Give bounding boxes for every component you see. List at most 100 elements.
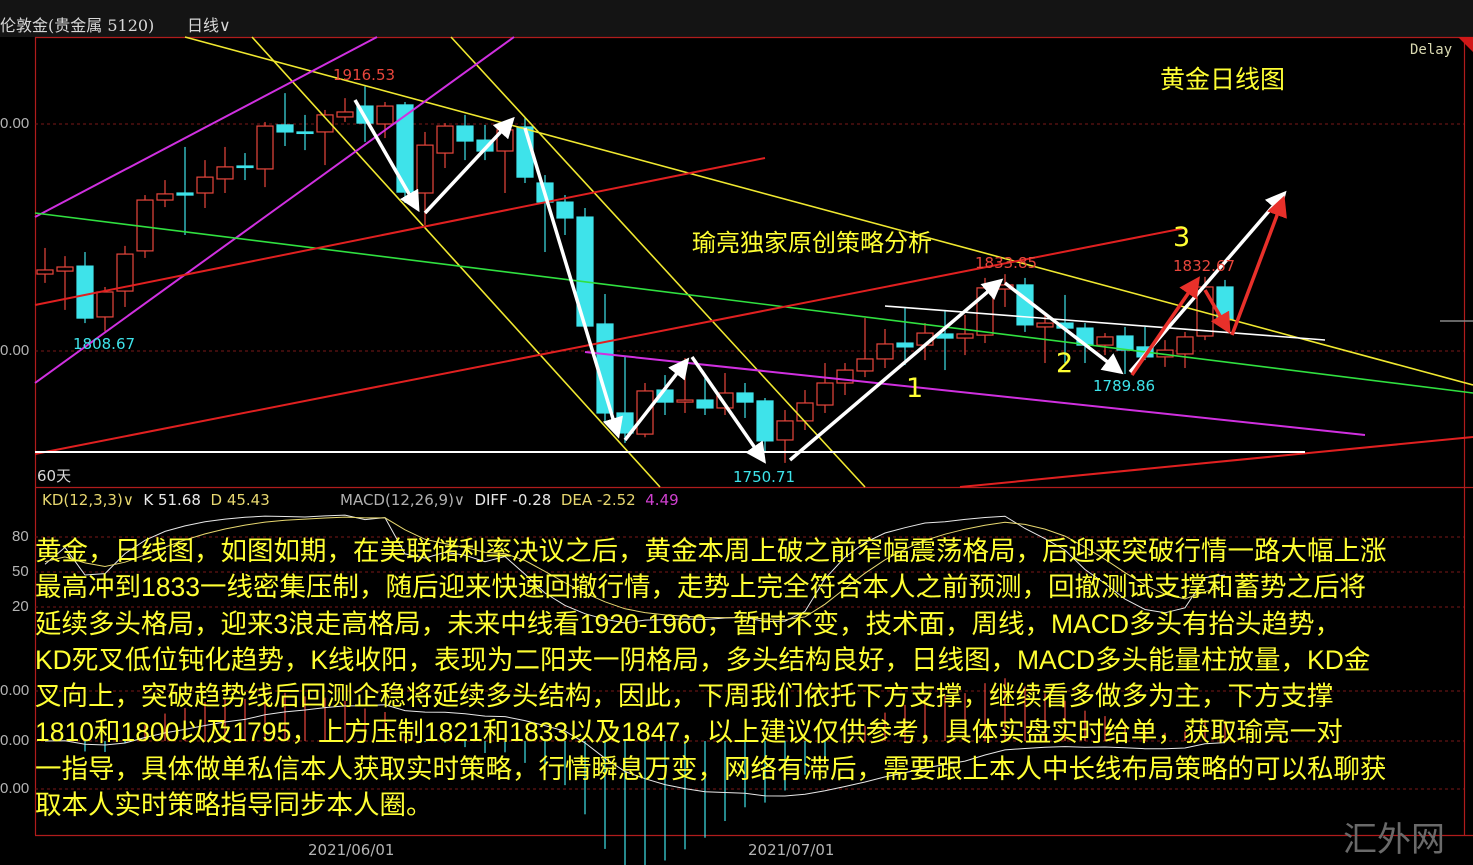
trendline-red-upper[interactable]: [34, 157, 766, 306]
candle-body: [156, 193, 174, 201]
arrow-icon: [523, 127, 623, 439]
macd-header[interactable]: MACD(12,26,9)∨ DIFF -0.28 DEA -2.52 4.49: [340, 491, 679, 509]
candle-body: [36, 269, 54, 275]
trendline-magenta-support[interactable]: [584, 351, 1366, 436]
candle-body: [816, 382, 834, 406]
trendline-red-lower[interactable]: [959, 436, 1473, 488]
candle-body: [556, 201, 574, 219]
kd-d-value: 45.43: [226, 491, 270, 509]
candles: [36, 86, 1234, 463]
chevron-down-icon: ∨: [219, 16, 231, 35]
analysis-line: 黄金，日线图，如图如期，在美联储利率决议之后，黄金本周上破之前窄幅震荡格局，后迎…: [35, 536, 1387, 566]
analysis-line: KD死叉低位钝化趋势，K线收阳，表现为二阳夹一阴格局，多头结构良好，日线图，MA…: [35, 644, 1371, 675]
candle-body: [276, 124, 294, 133]
grid: [35, 123, 1464, 790]
indicator-panels: [44, 514, 1226, 865]
candle-body: [316, 114, 334, 133]
candle-body: [1016, 284, 1034, 326]
analysis-text: 黄金，日线图，如图如期，在美联储利率决议之后，黄金本周上破之前窄幅震荡格局，后迎…: [35, 533, 1387, 823]
kd-header[interactable]: KD(12,3,3)∨ K 51.68 D 45.43: [42, 491, 270, 509]
corner-marker-icon: [1458, 37, 1473, 52]
candle-body: [856, 358, 874, 372]
price-label-high: 1916.53: [333, 66, 396, 84]
kd-k-value: 51.68: [157, 491, 201, 509]
wave-label-3: 3: [1173, 222, 1191, 253]
candle: [956, 314, 974, 356]
kd-k-label: K: [143, 491, 154, 509]
candle-body: [876, 343, 894, 360]
analysis-line: 取本人实时策略指导同步本人圈。: [35, 790, 433, 821]
wave-label-1: 1: [906, 373, 924, 404]
candle: [116, 245, 134, 307]
macd-dea-label: DEA: [560, 491, 593, 509]
chart-title: 黄金日线图: [1160, 65, 1286, 94]
candle: [876, 328, 894, 369]
candle: [556, 195, 574, 236]
candle: [296, 114, 314, 151]
candle: [336, 98, 354, 122]
kd-axis-tick: 20: [12, 598, 29, 615]
candle-body: [296, 131, 314, 135]
candle-body: [376, 105, 394, 125]
candle-body: [456, 125, 474, 142]
kd-axis-tick: 80: [12, 528, 29, 545]
price-label-high: 1832.67: [1173, 257, 1236, 275]
analysis-line: 叉向上，突破趋势线后回测企稳将延续多头结构，因此，下周我们依托下方支撑，继续看多…: [35, 681, 1334, 712]
price-label-low: 1750.71: [733, 468, 796, 486]
candle: [936, 309, 954, 371]
arrow-icon: [1003, 281, 1124, 375]
candle-body: [616, 412, 634, 434]
trendline-green[interactable]: [34, 212, 1473, 394]
candle-body: [796, 402, 814, 422]
candle: [736, 383, 754, 418]
trendline-yellow-channel-upper[interactable]: [450, 36, 866, 488]
analysis-line: 1810和1800以及1795，上方压制1821和1833以及1847，以上建议…: [35, 717, 1343, 748]
price-label-high: 1833.85: [975, 254, 1038, 272]
macd-axis-tick: 0.00: [0, 780, 30, 797]
arrow-icon: [788, 278, 1004, 462]
candle: [36, 247, 54, 283]
panel-frame: [34, 36, 1473, 837]
macd-axis-tick: 0.00: [0, 682, 30, 699]
candle: [196, 160, 214, 208]
candle: [156, 180, 174, 208]
candle: [456, 114, 474, 161]
chevron-down-icon[interactable]: ∨: [453, 491, 465, 509]
macd-value: 4.49: [645, 491, 679, 509]
kd-axis-tick: 50: [12, 563, 29, 580]
period-label: 日线: [187, 16, 220, 35]
candle-body: [196, 176, 214, 194]
candle-body: [56, 266, 74, 272]
price-label-low: 1808.67: [73, 335, 136, 353]
price-axis-tick: 0.00: [0, 342, 30, 359]
candle-body: [1176, 336, 1194, 355]
macd-label: MACD(12,26,9): [340, 491, 454, 509]
trendline-red-middle[interactable]: [34, 227, 1186, 455]
macd-diff-label: DIFF: [474, 491, 508, 509]
candle: [856, 318, 874, 378]
neckline-white[interactable]: [884, 305, 1326, 341]
toolbar: 伦敦金(贵金属 5120) 日线∨: [0, 0, 1473, 37]
candle-body: [436, 125, 454, 154]
candle: [276, 93, 294, 147]
price-axis-tick: 0.00: [0, 115, 30, 132]
candle: [376, 101, 394, 139]
chevron-down-icon[interactable]: ∨: [122, 491, 134, 509]
candle: [796, 390, 814, 430]
candle-body: [416, 144, 434, 194]
candle: [56, 256, 74, 310]
trendline-magenta-upper[interactable]: [34, 36, 378, 218]
trendline-yellow-descending[interactable]: [184, 36, 1473, 386]
candle: [96, 286, 114, 332]
arrow-icon: [353, 99, 420, 213]
price-label-low: 1789.86: [1093, 377, 1156, 395]
candle-body: [336, 111, 354, 118]
instrument-title: 伦敦金(贵金属 5120): [0, 16, 155, 35]
kd-d-line: [44, 516, 1226, 621]
candle: [316, 109, 334, 166]
period-selector[interactable]: 日线∨: [187, 12, 231, 36]
trendline-magenta-lower[interactable]: [34, 36, 515, 384]
wave-arrows: [353, 99, 1287, 464]
trendline-yellow-channel-lower[interactable]: [251, 36, 661, 488]
arrow-icon: [1203, 289, 1231, 335]
